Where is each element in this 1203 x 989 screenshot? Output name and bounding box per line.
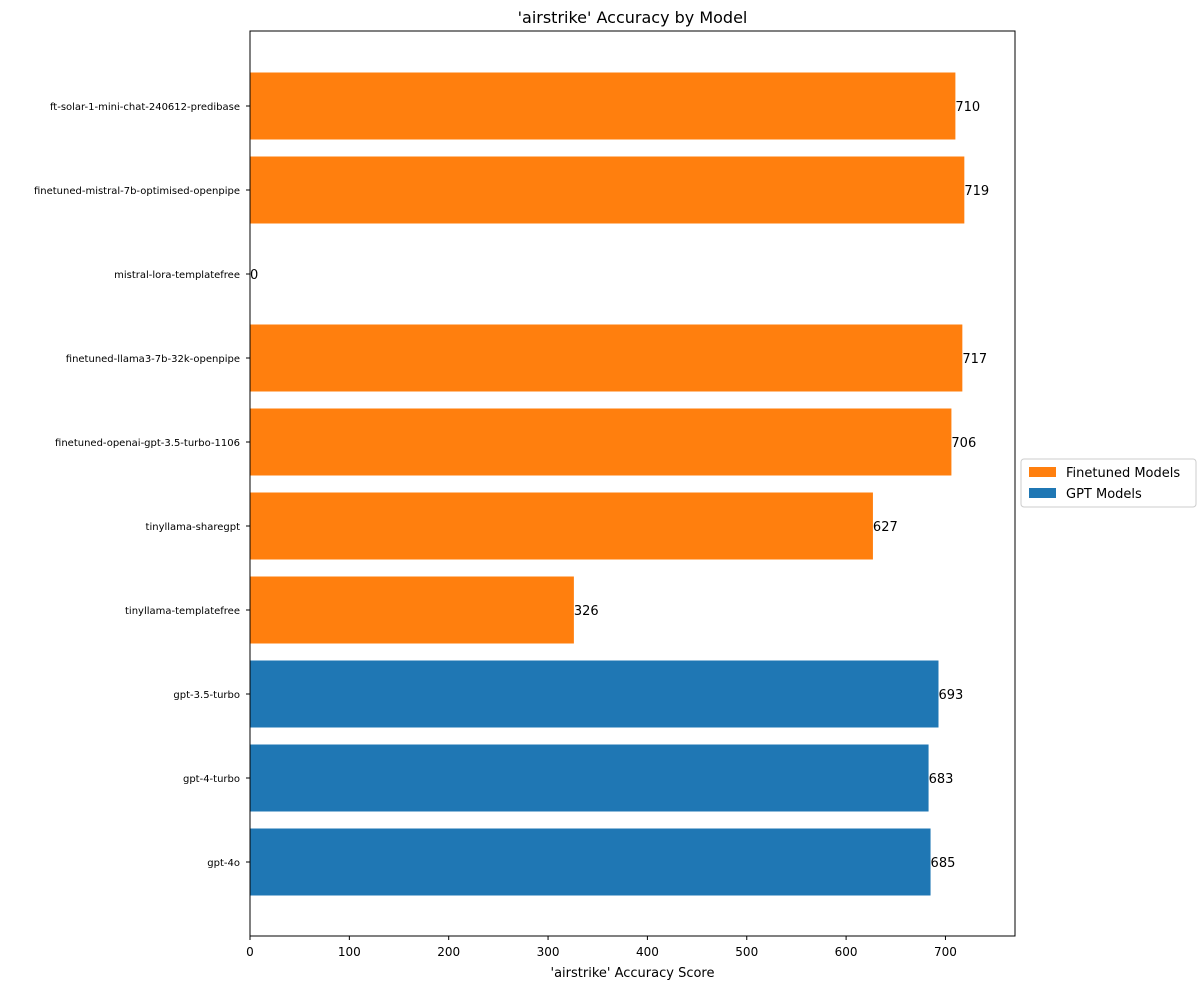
bars-layer: [250, 72, 965, 896]
x-tick-label: 200: [437, 945, 460, 959]
bar-finetuned-mistral-7b-optimised-openpipe: [250, 156, 965, 224]
legend-swatch-gpt: [1029, 488, 1056, 498]
value-label: 719: [964, 184, 989, 199]
y-tick-label: finetuned-openai-gpt-3.5-turbo-1106: [55, 438, 240, 449]
value-label: 710: [955, 100, 980, 115]
legend-swatch-finetuned: [1029, 467, 1056, 477]
bar-ft-solar-1-mini-chat-240612-predibase: [250, 72, 956, 140]
x-tick-label: 100: [338, 945, 361, 959]
bar-gpt-4o: [250, 828, 931, 896]
y-axis: ft-solar-1-mini-chat-240612-predibase fin…: [34, 102, 250, 869]
bar-finetuned-llama3-7b-32k-openpipe: [250, 324, 963, 392]
plot-frame: [249, 30, 1016, 937]
x-tick-label: 700: [934, 945, 957, 959]
value-label: 627: [873, 520, 898, 535]
y-tick-label: gpt-3.5-turbo: [173, 690, 240, 701]
x-tick-label: 300: [537, 945, 560, 959]
y-tick-label: finetuned-llama3-7b-32k-openpipe: [66, 354, 240, 365]
x-tick-label: 400: [636, 945, 659, 959]
y-tick-label: tinyllama-sharegpt: [146, 522, 241, 533]
legend-box: [1020, 458, 1197, 508]
bar-tinyllama-sharegpt: [250, 492, 873, 560]
value-label: 683: [929, 772, 954, 787]
y-tick-label: finetuned-mistral-7b-optimised-openpipe: [34, 186, 240, 197]
legend-label-finetuned: Finetuned Models: [1066, 466, 1180, 481]
y-tick-label: ft-solar-1-mini-chat-240612-predibase: [50, 102, 240, 113]
chart-title: 'airstrike' Accuracy by Model: [518, 8, 748, 27]
value-label: 693: [939, 688, 964, 703]
bar-finetuned-openai-gpt-3.5-turbo-1106: [250, 408, 952, 476]
y-tick-label: tinyllama-templatefree: [125, 606, 240, 617]
y-tick-label: gpt-4-turbo: [183, 774, 240, 785]
value-label: 717: [962, 352, 987, 367]
x-axis: 0 100 200 300 400 500 600 700: [246, 936, 957, 959]
y-tick-label: gpt-4o: [207, 858, 240, 869]
value-label: 0: [250, 268, 258, 283]
value-label: 685: [931, 856, 956, 871]
bar-gpt-4-turbo: [250, 744, 929, 812]
x-tick-label: 500: [735, 945, 758, 959]
value-label: 326: [574, 604, 599, 619]
legend: Finetuned Models GPT Models: [1020, 458, 1197, 508]
bar-tinyllama-templatefree: [250, 576, 574, 644]
value-label: 706: [951, 436, 976, 451]
bar-gpt-3.5-turbo: [250, 660, 939, 728]
x-axis-label: 'airstrike' Accuracy Score: [551, 966, 715, 981]
legend-label-gpt: GPT Models: [1066, 487, 1142, 502]
value-labels-layer: 710 719 0 717 706 627 326 693 683 685: [250, 100, 989, 871]
x-tick-label: 0: [246, 945, 254, 959]
x-tick-label: 600: [835, 945, 858, 959]
y-tick-label: mistral-lora-templatefree: [114, 270, 240, 281]
